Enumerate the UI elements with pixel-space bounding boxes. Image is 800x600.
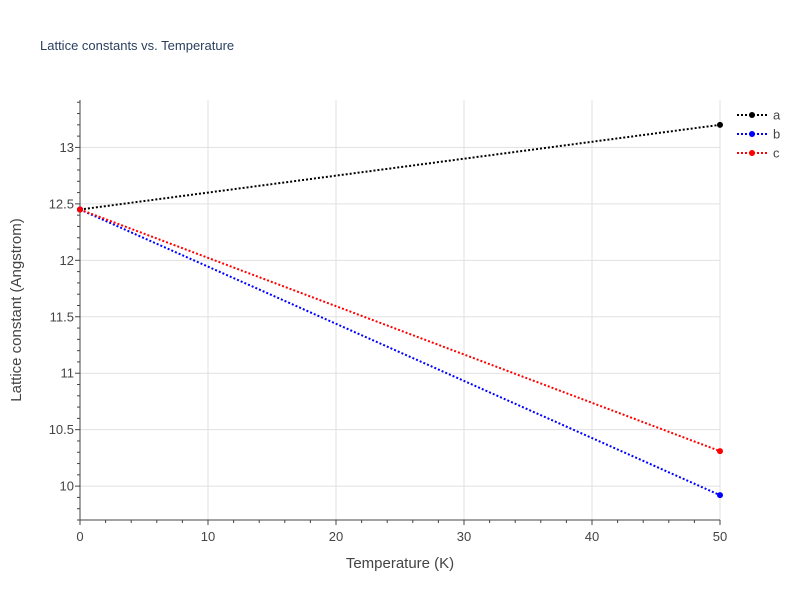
legend-marker-c bbox=[749, 150, 755, 156]
x-tick-label: 50 bbox=[713, 529, 727, 544]
y-tick-label: 12.5 bbox=[49, 196, 74, 211]
legend-marker-b bbox=[749, 131, 755, 137]
series-layer bbox=[77, 121, 723, 499]
legend-label-a: a bbox=[773, 108, 781, 123]
data-point-c bbox=[77, 206, 83, 213]
series-line-c bbox=[79, 208, 721, 453]
legend-item-a[interactable]: a bbox=[737, 108, 781, 123]
legend-label-b: b bbox=[773, 127, 780, 142]
grid bbox=[80, 100, 721, 520]
x-tick-label: 10 bbox=[201, 529, 215, 544]
y-tick-label: 13 bbox=[60, 140, 74, 155]
legend-marker-a bbox=[749, 112, 755, 118]
series-line-b bbox=[79, 208, 721, 497]
x-tick-label: 30 bbox=[457, 529, 471, 544]
legend: abc bbox=[737, 108, 781, 161]
y-tick-label: 11 bbox=[61, 366, 75, 381]
x-tick-label: 20 bbox=[329, 529, 343, 544]
y-axis-title: Lattice constant (Angstrom) bbox=[8, 218, 25, 401]
chart-title: Lattice constants vs. Temperature bbox=[40, 38, 234, 53]
axes: 0 10 20 30 40 50 10 10.5 11 11.5 12 12.5 13 bbox=[49, 100, 727, 544]
legend-item-c[interactable]: c bbox=[737, 146, 780, 161]
series-line-a bbox=[79, 123, 721, 211]
x-tick-label: 0 bbox=[76, 529, 83, 544]
y-tick-label: 10 bbox=[60, 479, 74, 494]
x-tick-label: 40 bbox=[585, 529, 599, 544]
y-tick-label: 12 bbox=[60, 253, 74, 268]
y-tick-label: 11.5 bbox=[50, 309, 74, 324]
data-point-a bbox=[717, 121, 723, 128]
legend-item-b[interactable]: b bbox=[737, 127, 780, 142]
legend-label-c: c bbox=[773, 146, 780, 161]
data-point-c bbox=[717, 448, 723, 455]
y-tick-label: 10.5 bbox=[49, 422, 74, 437]
data-point-b bbox=[717, 492, 723, 499]
x-axis-title: Temperature (K) bbox=[346, 555, 454, 572]
